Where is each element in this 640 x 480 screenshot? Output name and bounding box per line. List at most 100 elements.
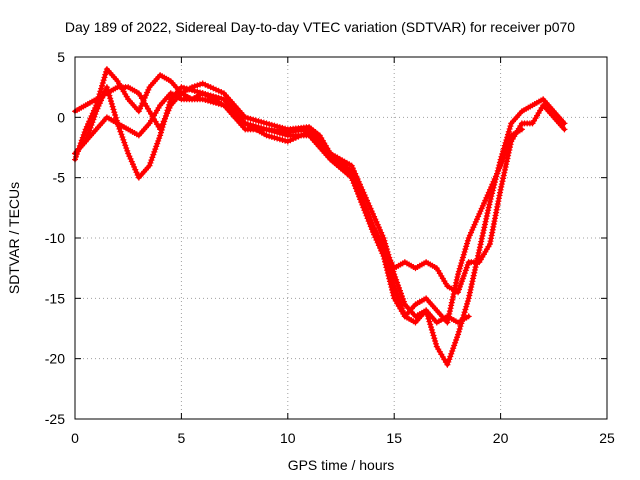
data-point — [482, 197, 489, 204]
data-point — [431, 335, 438, 342]
data-point — [464, 240, 471, 247]
data-point — [367, 217, 374, 224]
data-point — [461, 270, 468, 277]
data-point — [207, 98, 214, 105]
data-point — [454, 274, 461, 281]
data-point — [502, 164, 509, 171]
data-point — [260, 119, 267, 126]
data-point — [282, 131, 289, 138]
data-point — [266, 121, 273, 128]
data-point — [480, 227, 487, 234]
data-point — [381, 255, 388, 262]
data-point — [465, 235, 472, 241]
data-point — [445, 358, 452, 365]
data-point — [135, 108, 142, 115]
data-point — [156, 135, 163, 142]
data-point — [483, 194, 490, 201]
data-point — [460, 251, 467, 258]
data-point — [148, 157, 155, 164]
data-point — [463, 264, 470, 271]
data-point — [375, 233, 382, 240]
y-tick-label: -5 — [53, 170, 66, 186]
data-point — [397, 290, 404, 297]
data-point — [81, 129, 88, 136]
data-point — [122, 142, 129, 149]
data-point — [498, 183, 505, 190]
data-point — [126, 153, 133, 160]
data-point — [376, 236, 383, 243]
data-point — [497, 162, 504, 169]
y-tick-label: -10 — [45, 230, 65, 246]
data-point — [460, 272, 467, 279]
data-point — [155, 137, 162, 144]
data-point — [459, 275, 466, 282]
data-point — [163, 112, 170, 119]
data-point — [483, 212, 490, 219]
data-point — [506, 144, 513, 151]
data-point — [89, 110, 96, 117]
data-point — [372, 216, 379, 223]
data-point — [471, 221, 478, 228]
data-point — [462, 246, 469, 253]
data-point — [110, 106, 117, 113]
data-point — [458, 260, 465, 267]
data-point — [78, 137, 85, 144]
data-point — [199, 80, 206, 87]
data-point — [268, 133, 275, 140]
data-point — [154, 140, 161, 147]
data-point — [128, 158, 135, 165]
data-point — [455, 271, 462, 278]
data-point — [463, 303, 470, 310]
data-point — [464, 261, 471, 268]
data-point — [292, 134, 299, 141]
data-point — [266, 133, 273, 140]
data-point — [101, 74, 108, 81]
data-point — [263, 126, 270, 133]
data-point — [298, 132, 305, 139]
data-point — [212, 86, 219, 93]
data-point — [212, 100, 219, 107]
data-point — [164, 110, 171, 117]
data-point — [88, 112, 95, 119]
data-point — [137, 105, 144, 112]
data-point — [365, 212, 372, 219]
data-point — [360, 201, 367, 208]
data-point — [352, 182, 359, 189]
data-point — [384, 251, 391, 258]
data-point — [462, 267, 469, 274]
data-point — [444, 319, 451, 326]
data-point — [479, 232, 486, 239]
data-point — [377, 238, 384, 245]
x-axis-label: GPS time / hours — [287, 457, 395, 473]
data-point — [456, 283, 463, 290]
data-point — [125, 150, 132, 157]
data-point — [86, 127, 93, 134]
data-point — [367, 205, 374, 212]
x-tick-label: 15 — [386, 430, 402, 446]
data-point — [112, 112, 119, 119]
data-point — [486, 198, 493, 205]
data-point — [268, 121, 275, 128]
data-point — [505, 128, 512, 135]
data-point — [470, 272, 477, 279]
data-point — [147, 159, 154, 166]
data-point — [494, 170, 501, 177]
data-point — [477, 241, 484, 248]
data-point — [149, 154, 156, 161]
data-point — [477, 208, 484, 215]
data-point — [476, 247, 483, 254]
data-point — [189, 84, 196, 91]
data-point — [381, 258, 388, 265]
data-point — [400, 298, 407, 305]
data-point — [124, 147, 131, 154]
data-point — [250, 116, 257, 123]
data-point — [456, 325, 463, 332]
data-point — [242, 114, 249, 121]
data-point — [501, 169, 508, 176]
data-point — [144, 89, 151, 96]
data-point — [561, 126, 568, 133]
data-point — [481, 221, 488, 228]
series-track-2 — [72, 66, 472, 326]
data-point — [386, 275, 393, 282]
data-point — [218, 101, 225, 108]
